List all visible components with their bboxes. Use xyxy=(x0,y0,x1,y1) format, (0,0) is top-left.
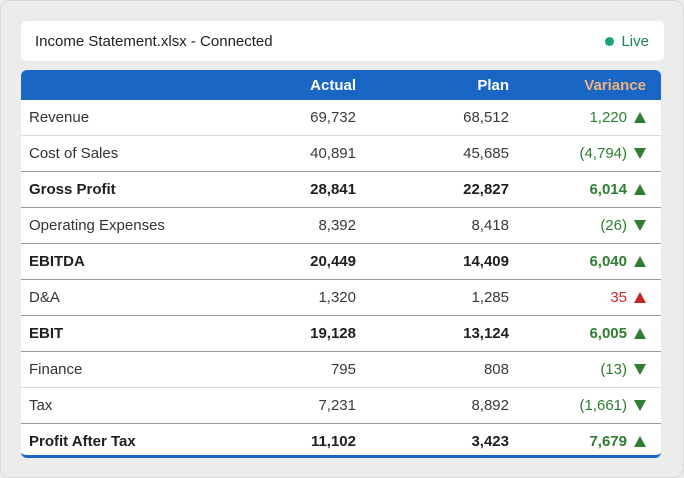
triangle-up-icon xyxy=(634,436,646,447)
plan-value: 1,285 xyxy=(356,279,509,316)
table-row: Tax 7,231 8,892 (1,661) xyxy=(21,387,661,424)
title-bar: Income Statement.xlsx - Connected Live xyxy=(21,21,664,61)
variance-wrap: 7,679 xyxy=(589,433,646,450)
variance-wrap: (26) xyxy=(600,217,646,234)
variance-wrap: 6,040 xyxy=(589,253,646,270)
triangle-down-icon xyxy=(634,220,646,231)
triangle-down-icon xyxy=(634,400,646,411)
variance-wrap: 6,005 xyxy=(589,325,646,342)
actual-value: 40,891 xyxy=(226,135,356,172)
variance-value: (1,661) xyxy=(579,397,627,414)
row-label: Gross Profit xyxy=(21,171,226,208)
table-row: D&A 1,320 1,285 35 xyxy=(21,279,661,316)
table-row: Cost of Sales 40,891 45,685 (4,794) xyxy=(21,135,661,172)
variance-value: (13) xyxy=(600,361,627,378)
variance-cell: 35 xyxy=(509,279,661,316)
plan-value: 13,124 xyxy=(356,315,509,352)
variance-value: 6,040 xyxy=(589,253,627,270)
table-row: Operating Expenses 8,392 8,418 (26) xyxy=(21,207,661,244)
status-label: Live xyxy=(621,32,649,50)
table-row: Gross Profit 28,841 22,827 6,014 xyxy=(21,171,661,208)
triangle-up-icon xyxy=(634,328,646,339)
column-header-actual: Actual xyxy=(310,76,356,94)
plan-value: 68,512 xyxy=(356,100,509,136)
variance-cell: 6,040 xyxy=(509,243,661,280)
table-row: Profit After Tax 11,102 3,423 7,679 xyxy=(21,424,661,456)
column-header-plan: Plan xyxy=(477,76,509,94)
file-title: Income Statement.xlsx - Connected xyxy=(35,32,273,50)
table-body: Revenue 69,732 68,512 1,220 Cost of Sales 40,… xyxy=(21,100,661,456)
actual-value: 20,449 xyxy=(226,243,356,280)
triangle-up-icon xyxy=(634,184,646,195)
actual-value: 8,392 xyxy=(226,207,356,244)
income-statement-table: Actual Plan Variance Revenue 69,732 68,512… xyxy=(21,70,661,458)
variance-value: 6,014 xyxy=(589,181,627,198)
variance-cell: 1,220 xyxy=(509,100,661,136)
triangle-up-icon xyxy=(634,292,646,303)
table-row: EBIT 19,128 13,124 6,005 xyxy=(21,315,661,352)
variance-value: (26) xyxy=(600,217,627,234)
connection-status: Live xyxy=(605,33,649,50)
table-row: Finance 795 808 (13) xyxy=(21,351,661,388)
row-label: EBIT xyxy=(21,315,226,352)
row-label: Finance xyxy=(21,351,226,388)
plan-value: 8,418 xyxy=(356,207,509,244)
column-header-variance: Variance xyxy=(584,76,646,94)
triangle-down-icon xyxy=(634,364,646,375)
actual-value: 1,320 xyxy=(226,279,356,316)
row-label: EBITDA xyxy=(21,243,226,280)
plan-value: 22,827 xyxy=(356,171,509,208)
variance-value: (4,794) xyxy=(579,145,627,162)
row-label: Tax xyxy=(21,387,226,424)
variance-value: 6,005 xyxy=(589,325,627,342)
row-label: Revenue xyxy=(21,100,226,136)
triangle-up-icon xyxy=(634,112,646,123)
variance-wrap: 6,014 xyxy=(589,181,646,198)
row-label: Cost of Sales xyxy=(21,135,226,172)
triangle-down-icon xyxy=(634,148,646,159)
actual-value: 28,841 xyxy=(226,171,356,208)
column-header-label xyxy=(21,70,226,100)
variance-value: 1,220 xyxy=(589,109,627,126)
actual-value: 795 xyxy=(226,351,356,388)
row-label: Operating Expenses xyxy=(21,207,226,244)
variance-wrap: (4,794) xyxy=(579,145,646,162)
triangle-up-icon xyxy=(634,256,646,267)
variance-cell: (26) xyxy=(509,207,661,244)
variance-value: 7,679 xyxy=(589,433,627,450)
variance-value: 35 xyxy=(610,289,627,306)
plan-value: 808 xyxy=(356,351,509,388)
variance-wrap: (13) xyxy=(600,361,646,378)
variance-wrap: (1,661) xyxy=(579,397,646,414)
plan-value: 45,685 xyxy=(356,135,509,172)
variance-cell: (13) xyxy=(509,351,661,388)
plan-value: 14,409 xyxy=(356,243,509,280)
variance-cell: (4,794) xyxy=(509,135,661,172)
row-label: D&A xyxy=(21,279,226,316)
plan-value: 8,892 xyxy=(356,387,509,424)
variance-cell: 7,679 xyxy=(509,424,661,456)
variance-wrap: 1,220 xyxy=(589,109,646,126)
actual-value: 19,128 xyxy=(226,315,356,352)
actual-value: 69,732 xyxy=(226,100,356,136)
plan-value: 3,423 xyxy=(471,433,509,450)
table-row: Revenue 69,732 68,512 1,220 xyxy=(21,100,661,136)
variance-cell: 6,005 xyxy=(509,315,661,352)
table-header-row: Actual Plan Variance xyxy=(21,70,661,100)
variance-cell: (1,661) xyxy=(509,387,661,424)
table-row: EBITDA 20,449 14,409 6,040 xyxy=(21,243,661,280)
variance-cell: 6,014 xyxy=(509,171,661,208)
actual-value: 7,231 xyxy=(226,387,356,424)
live-dot-icon xyxy=(605,36,615,46)
actual-value: 11,102 xyxy=(310,433,356,450)
row-label: Profit After Tax xyxy=(29,433,136,450)
variance-wrap: 35 xyxy=(610,289,646,306)
